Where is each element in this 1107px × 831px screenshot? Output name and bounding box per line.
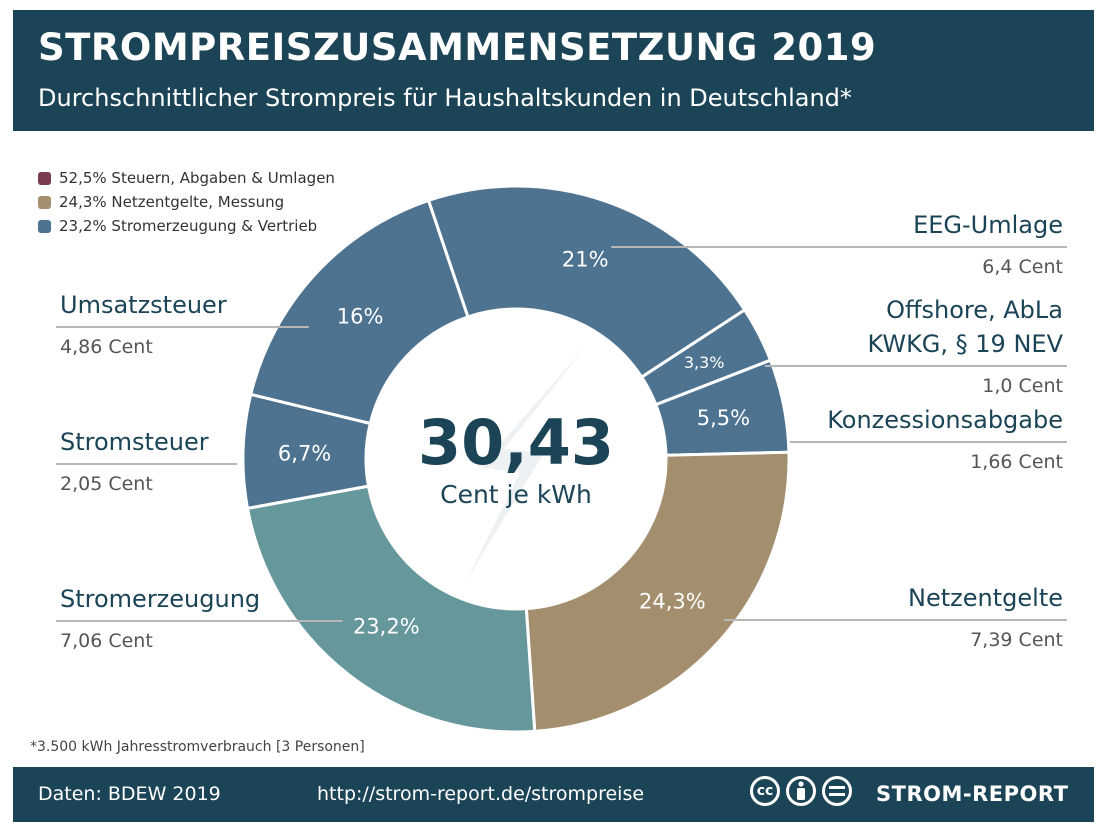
pct-label-offshore-abla-kwkg-19-nev: 3,3% bbox=[684, 353, 725, 372]
legend-item-taxes: 52,5% Steuern, Abgaben & Umlagen bbox=[38, 166, 335, 190]
legend-item-generation: 23,2% Stromerzeugung & Vertrieb bbox=[38, 214, 335, 238]
legend-swatch bbox=[38, 171, 51, 185]
footer-banner: Daten: BDEW 2019 http://strom-report.de/… bbox=[13, 767, 1094, 822]
slice-stromerzeugung bbox=[245, 484, 537, 734]
pct-label-eeg-umlage: 21% bbox=[562, 247, 609, 271]
value-label-eeg-umlage: 6,4 Cent bbox=[982, 256, 1063, 278]
outer-label-konzessionsabgabe: Konzessionsabgabe bbox=[827, 406, 1063, 434]
source-link[interactable]: http://strom-report.de/strompreise bbox=[317, 783, 645, 805]
license-icons: cc bbox=[750, 776, 852, 806]
legend-label: 23,2% Stromerzeugung & Vertrieb bbox=[59, 217, 318, 235]
legend-item-network: 24,3% Netzentgelte, Messung bbox=[38, 190, 335, 214]
legend: 52,5% Steuern, Abgaben & Umlagen 24,3% N… bbox=[38, 166, 335, 238]
center-total: 30,43 bbox=[418, 406, 614, 479]
value-label-netzentgelte: 7,39 Cent bbox=[970, 629, 1063, 651]
pct-label-konzessionsabgabe: 5,5% bbox=[697, 406, 750, 430]
pct-label-umsatzsteuer: 16% bbox=[337, 304, 384, 328]
value-label-stromerzeugung: 7,06 Cent bbox=[60, 630, 153, 652]
cc-icon: cc bbox=[750, 776, 780, 806]
slice-netzentgelte bbox=[524, 450, 791, 733]
outer-label-eeg-umlage: EEG-Umlage bbox=[913, 211, 1063, 239]
brand-name: STROM-REPORT bbox=[876, 782, 1069, 806]
slice-eeg-umlage bbox=[426, 184, 747, 380]
value-label-stromsteuer: 2,05 Cent bbox=[60, 473, 153, 495]
outer-label-umsatzsteuer: Umsatzsteuer bbox=[60, 291, 227, 319]
legend-swatch bbox=[38, 195, 51, 209]
value-label-umsatzsteuer: 4,86 Cent bbox=[60, 336, 153, 358]
value-label-offshore-abla-kwkg-19-nev: 1,0 Cent bbox=[982, 375, 1063, 397]
legend-label: 24,3% Netzentgelte, Messung bbox=[59, 193, 285, 211]
center-unit: Cent je kWh bbox=[440, 480, 592, 509]
slice-umsatzsteuer bbox=[248, 198, 470, 426]
legend-label: 52,5% Steuern, Abgaben & Umlagen bbox=[59, 169, 335, 187]
outer-label-netzentgelte: Netzentgelte bbox=[908, 584, 1063, 612]
pct-label-stromerzeugung: 23,2% bbox=[353, 614, 420, 638]
legend-swatch bbox=[38, 219, 51, 233]
lightning-bolt-icon bbox=[466, 344, 588, 581]
data-source: Daten: BDEW 2019 bbox=[38, 783, 221, 805]
outer-label-stromerzeugung: Stromerzeugung bbox=[60, 585, 260, 613]
outer-label-offshore-abla-kwkg-19-nev: KWKG, § 19 NEV bbox=[867, 330, 1063, 358]
footnote: *3.500 kWh Jahresstromverbrauch [3 Perso… bbox=[30, 739, 365, 755]
outer-label-offshore-abla-kwkg-19-nev: Offshore, AbLa bbox=[886, 296, 1063, 324]
attribution-icon bbox=[786, 776, 816, 806]
pct-label-netzentgelte: 24,3% bbox=[639, 590, 706, 614]
outer-label-stromsteuer: Stromsteuer bbox=[60, 428, 209, 456]
header-banner: STROMPREISZUSAMMENSETZUNG 2019 Durchschn… bbox=[13, 10, 1094, 131]
page-subtitle: Durchschnittlicher Strompreis für Hausha… bbox=[38, 84, 852, 112]
page-title: STROMPREISZUSAMMENSETZUNG 2019 bbox=[38, 26, 877, 69]
value-label-konzessionsabgabe: 1,66 Cent bbox=[970, 451, 1063, 473]
no-derivatives-icon bbox=[822, 776, 852, 806]
pct-label-stromsteuer: 6,7% bbox=[278, 441, 331, 465]
